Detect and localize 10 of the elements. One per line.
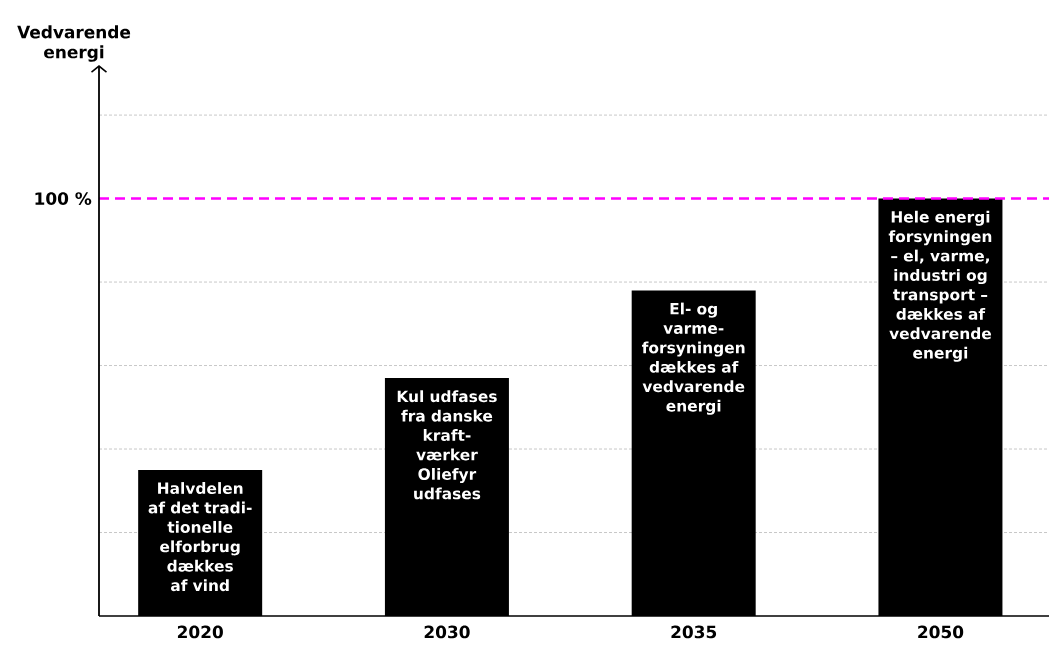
x-tick-label: 2020 [177, 625, 223, 639]
x-tick-label: 2050 [918, 625, 964, 639]
annotation: El- og varme-forsyningen dækkes af vedvarende energi [641, 302, 745, 415]
annotation: Halvdelen af det tradi-tionelle elforbrug dækkes af vind [148, 482, 252, 592]
x-tick-label: 2030 [424, 625, 470, 639]
x-tick-label: 2035 [671, 625, 717, 639]
text: Vedvarende energi [17, 25, 131, 62]
annotation: Hele energi forsyningen – el, varme, industri og transport – dækkes af vedvarende energi [888, 210, 992, 362]
ref-line-label: 100 % [35, 192, 92, 205]
annotation: Kul udfases fra danske kraft-værker Oliefyr udfases [397, 390, 497, 500]
